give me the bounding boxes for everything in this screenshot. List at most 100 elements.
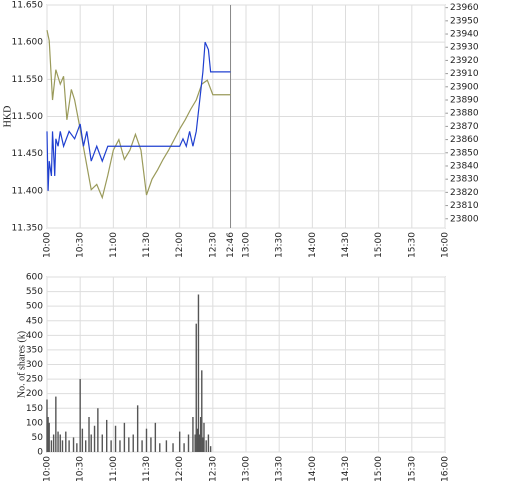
volume-bar	[61, 440, 64, 452]
volume-bar	[119, 440, 121, 452]
volume-bar	[154, 422, 157, 452]
volume-bar	[97, 408, 99, 452]
price-line	[46, 41, 231, 191]
y-tick-label: 550	[26, 287, 43, 297]
x-tick-label: 15:30	[407, 232, 417, 258]
volume-bar	[128, 437, 130, 452]
volume-bar	[199, 417, 202, 452]
y-tick-label: 50	[32, 433, 44, 443]
y-tick-label: 11.650	[12, 1, 44, 11]
x-tick-label: 14:00	[308, 456, 318, 482]
volume-bar	[90, 434, 92, 452]
x-tick-label: 12:30	[208, 456, 218, 482]
y-tick-label: 11.350	[12, 224, 44, 234]
y2-tick-label: 23950	[450, 16, 479, 26]
volume-bar	[141, 440, 143, 452]
volume-bar	[88, 417, 90, 452]
x-tick-label: 12:30	[208, 232, 218, 258]
x-tick-label: 12:00	[175, 456, 185, 482]
y2-tick-label: 23910	[450, 69, 479, 79]
x-tick-label: 14:00	[308, 232, 318, 258]
x-tick-label: 15:00	[374, 232, 384, 258]
x-tick-label: 11:30	[142, 232, 152, 258]
volume-bar	[48, 422, 50, 452]
volume-bar	[47, 417, 49, 452]
y-tick-label: 350	[26, 345, 43, 355]
volume-bar	[195, 323, 197, 452]
x-tick-label: 10:00	[43, 456, 53, 482]
x-tick-label: 11:00	[109, 232, 119, 258]
y2-tick-label: 23810	[450, 201, 479, 211]
volume-bar	[136, 405, 139, 452]
y2-tick-label: 23820	[450, 188, 479, 198]
x-tick-label: 15:00	[374, 456, 384, 482]
y2-tick-label: 23940	[450, 30, 479, 40]
volume-bar	[50, 440, 53, 452]
y-tick-label: 150	[26, 404, 43, 414]
y2-tick-label: 23860	[450, 135, 479, 145]
price-line	[46, 29, 231, 200]
volume-bar	[132, 434, 134, 452]
volume-bar	[183, 443, 185, 452]
y2-tick-label: 23800	[450, 214, 479, 224]
y-tick-label: 11.400	[12, 186, 44, 196]
y2-tick-label: 23960	[450, 3, 479, 13]
x-tick-label: 13:30	[275, 232, 285, 258]
y-tick-label: 250	[26, 375, 43, 385]
volume-bar	[172, 443, 174, 452]
volume-bar	[68, 440, 70, 452]
x-tick-label: 13:30	[275, 456, 285, 482]
volume-bar	[201, 370, 203, 452]
volume-bar	[187, 434, 190, 452]
x-tick-label: 12:00	[175, 232, 185, 258]
y-tick-label: 500	[26, 302, 43, 312]
y2-tick-label: 23850	[450, 148, 479, 158]
volume-bar	[72, 437, 75, 452]
y-tick-label: 0	[37, 448, 43, 458]
volume-bar	[203, 422, 205, 452]
volume-bar	[84, 440, 87, 452]
volume-bar	[106, 419, 108, 452]
y2-tick-label: 23840	[450, 161, 479, 171]
volume-bar	[110, 440, 112, 452]
volume-bar	[178, 431, 181, 452]
y2-tick-label: 23830	[450, 175, 479, 185]
volume-bar	[101, 434, 103, 452]
x-tick-label: 16:00	[441, 456, 451, 482]
x-tick-label: 11:00	[109, 456, 119, 482]
y-axis-label: HKD	[2, 106, 13, 128]
volume-bar	[202, 437, 204, 452]
volume-bar	[79, 379, 81, 452]
time-marker-label: 12:46	[226, 232, 236, 258]
volume-bar	[192, 417, 194, 452]
y-axis-label: No. of shares (k)	[16, 331, 27, 398]
y2-tick-label: 23890	[450, 96, 479, 106]
volume-bar	[81, 428, 84, 452]
volume-bar	[93, 425, 96, 452]
y-tick-label: 200	[26, 389, 43, 399]
y2-tick-label: 23920	[450, 56, 479, 66]
x-tick-label: 10:30	[76, 456, 86, 482]
x-tick-label: 13:00	[242, 456, 252, 482]
y-tick-label: 300	[26, 360, 43, 370]
volume-bar	[196, 428, 199, 452]
x-tick-label: 13:00	[242, 232, 252, 258]
volume-bar	[198, 434, 201, 452]
volume-bar	[46, 399, 48, 452]
volume-bar	[207, 434, 210, 452]
volume-bar	[57, 431, 59, 452]
volume-bar	[123, 422, 126, 452]
volume-bar	[145, 428, 148, 452]
y2-tick-label: 23870	[450, 122, 479, 132]
x-tick-label: 10:00	[43, 232, 53, 258]
y-tick-label: 600	[26, 273, 43, 283]
volume-bar	[209, 446, 212, 452]
volume-bar	[59, 434, 61, 452]
x-tick-label: 11:30	[142, 456, 152, 482]
y-tick-label: 11.450	[12, 149, 44, 159]
y-tick-label: 11.550	[12, 75, 44, 85]
x-tick-label: 14:30	[341, 232, 351, 258]
volume-bar	[165, 440, 168, 452]
y2-tick-label: 23930	[450, 43, 479, 53]
